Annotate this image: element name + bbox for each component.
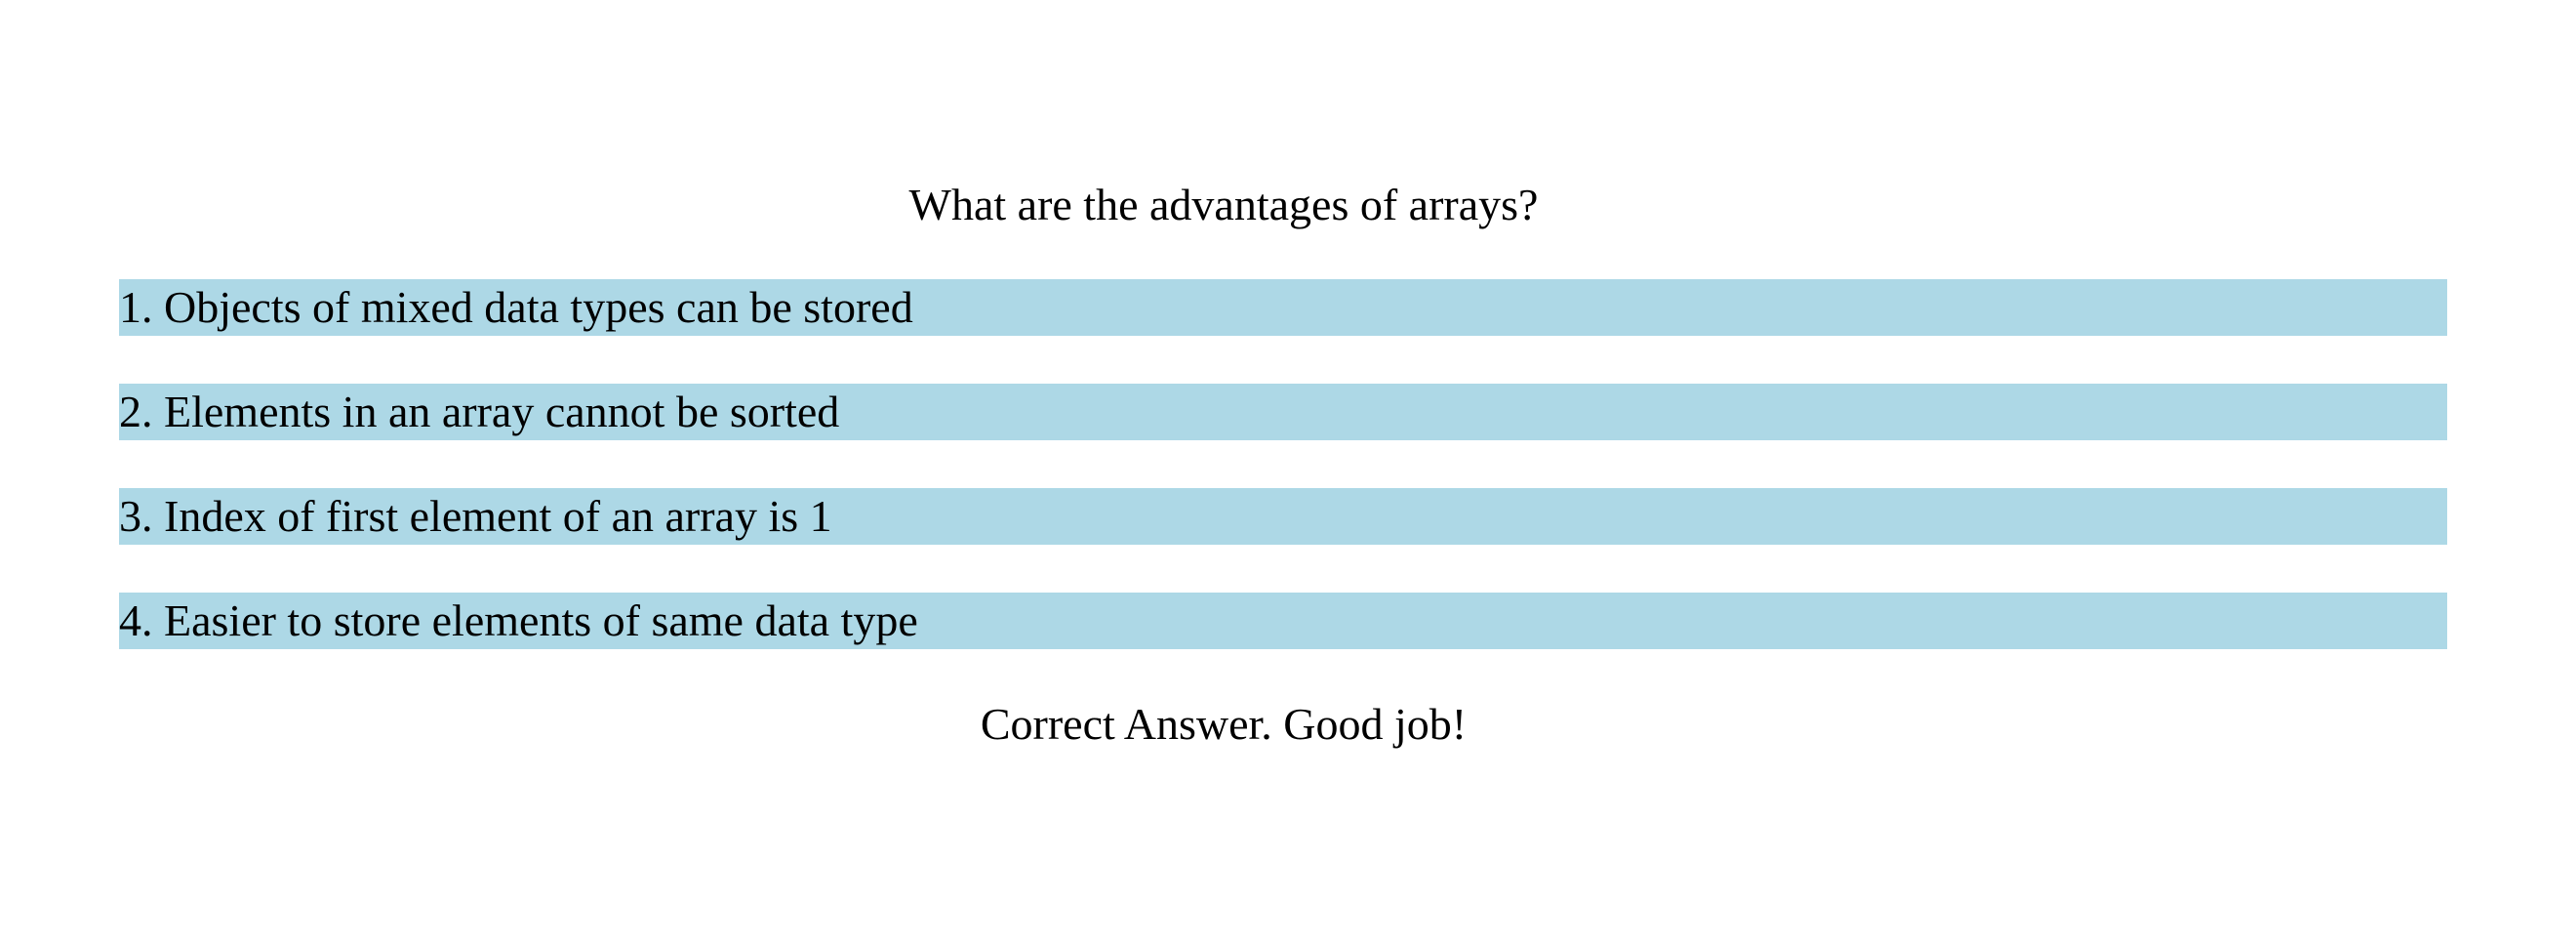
option-label: Easier to store elements of same data ty… [164, 595, 918, 645]
option-number: 4. [119, 595, 153, 645]
answer-options: 1. Objects of mixed data types can be st… [119, 279, 2447, 697]
answer-option-3[interactable]: 3. Index of first element of an array is… [119, 488, 2447, 545]
feedback-message: Correct Answer. Good job! [980, 699, 1468, 749]
option-number: 1. [119, 282, 153, 332]
question-text: What are the advantages of arrays? [908, 180, 1539, 229]
option-number: 3. [119, 491, 153, 541]
answer-option-1[interactable]: 1. Objects of mixed data types can be st… [119, 279, 2447, 336]
option-label: Index of first element of an array is 1 [164, 491, 832, 541]
answer-option-2[interactable]: 2. Elements in an array cannot be sorted [119, 384, 2447, 440]
option-label: Objects of mixed data types can be store… [164, 282, 913, 332]
answer-option-4[interactable]: 4. Easier to store elements of same data… [119, 593, 2447, 649]
option-label: Elements in an array cannot be sorted [164, 387, 840, 436]
option-number: 2. [119, 387, 153, 436]
